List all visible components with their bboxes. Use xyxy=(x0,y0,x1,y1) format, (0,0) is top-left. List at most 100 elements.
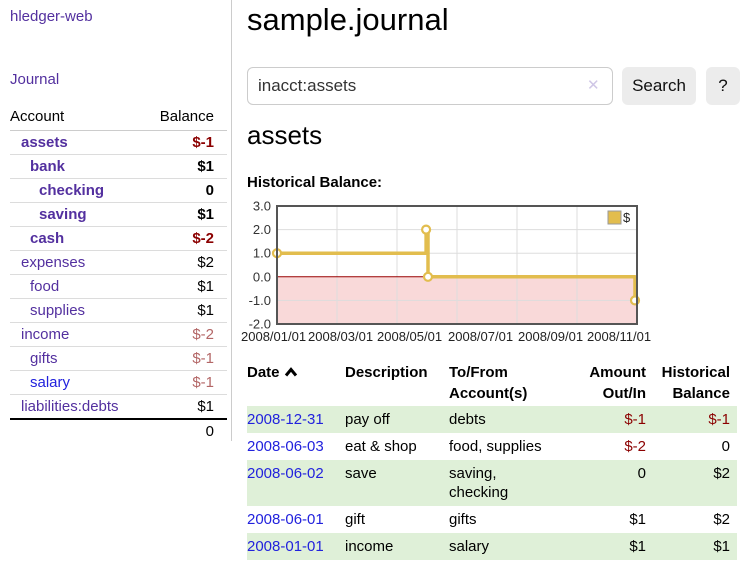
account-heading: assets xyxy=(247,120,323,150)
sidebar-account-balance: $-2 xyxy=(192,230,214,247)
register-table: Date Description To/From Account(s) Amou… xyxy=(247,360,737,560)
x-axis-tick-label: 2008/07/01 xyxy=(448,329,513,344)
register-date-cell: 2008-06-01 xyxy=(247,506,345,533)
accounts-header-row: Account Balance xyxy=(10,104,227,131)
clear-search-icon[interactable]: ✕ xyxy=(587,77,600,94)
register-date-cell: 2008-01-01 xyxy=(247,533,345,560)
sidebar-account-cell: income xyxy=(10,323,144,347)
x-axis-tick-label: 2008/11/01 xyxy=(587,329,651,344)
help-button[interactable]: ? xyxy=(706,67,740,105)
sidebar-account-link[interactable]: supplies xyxy=(30,302,86,319)
search-form: ✕ Search ? xyxy=(247,67,742,105)
sidebar-account-balance: $-1 xyxy=(192,134,214,151)
register-header-amount: Amount Out/In xyxy=(589,364,646,402)
y-axis-tick-label: -2.0 xyxy=(249,317,271,332)
sidebar-account-row: assets $-1 xyxy=(10,131,227,155)
sidebar-account-cell: checking xyxy=(10,179,144,203)
legend-label: $ xyxy=(623,210,631,225)
sidebar-account-link[interactable]: salary xyxy=(30,374,71,391)
register-date-link[interactable]: 2008-01-01 xyxy=(247,538,324,555)
sidebar-account-link[interactable]: income xyxy=(21,326,70,343)
sidebar-account-row: cash $-2 xyxy=(10,226,227,251)
sidebar-account-cell: expenses xyxy=(10,251,144,275)
accounts-table: Account Balance assets $-1 bank $1 checking 0… xyxy=(10,104,227,443)
register-amount: $1 xyxy=(629,511,646,528)
sidebar-account-link[interactable]: gifts xyxy=(30,350,58,367)
sidebar-account-row: checking 0 xyxy=(10,178,227,203)
page-title: sample.journal xyxy=(247,2,449,37)
register-amount: $-1 xyxy=(624,411,646,428)
register-date-link[interactable]: 2008-06-03 xyxy=(247,438,324,455)
x-axis-tick-label: 2008/03/01 xyxy=(308,329,373,344)
register-header-accounts: To/From Account(s) xyxy=(449,364,528,402)
data-point-marker xyxy=(421,224,432,235)
main-content: sample.journal ✕ Search ? assets Histori… xyxy=(241,0,742,582)
sidebar-account-balance: $1 xyxy=(197,158,214,175)
sidebar-account-row: liabilities:debts $1 xyxy=(10,394,227,420)
register-row: 2008-12-31 pay off debts $-1 $-1 xyxy=(247,406,737,433)
register-amount: $1 xyxy=(629,538,646,555)
chart-title: Historical Balance: xyxy=(247,174,383,191)
x-axis-tick-label: 2008/05/01 xyxy=(377,329,442,344)
sidebar-account-row: saving $1 xyxy=(10,202,227,227)
register-accounts: saving, checking xyxy=(449,465,509,501)
brand-link[interactable]: hledger-web xyxy=(10,8,93,25)
sidebar-account-cell: cash xyxy=(10,227,144,251)
sidebar-account-row: supplies $1 xyxy=(10,298,227,323)
sidebar-account-link[interactable]: cash xyxy=(30,230,65,247)
accounts-header-account: Account xyxy=(10,108,65,125)
register-header-description: Description xyxy=(345,364,428,381)
register-accounts: gifts xyxy=(449,511,477,528)
sidebar-account-cell: salary xyxy=(10,371,144,395)
register-date-cell: 2008-06-03 xyxy=(247,433,345,460)
register-row: 2008-06-03 eat & shop food, supplies $-2 0 xyxy=(247,433,737,460)
sidebar-account-row: bank $1 xyxy=(10,154,227,179)
sidebar-account-link[interactable]: food xyxy=(30,278,60,295)
sidebar-account-link[interactable]: saving xyxy=(39,206,87,223)
sidebar-account-row: salary $-1 xyxy=(10,370,227,395)
sidebar-account-cell: liabilities:debts xyxy=(10,395,144,420)
register-description: eat & shop xyxy=(345,438,417,455)
sidebar-account-cell: gifts xyxy=(10,347,144,371)
sidebar-account-link[interactable]: liabilities:debts xyxy=(21,398,119,415)
sidebar-account-balance: $1 xyxy=(197,302,214,319)
sidebar-account-link[interactable]: expenses xyxy=(21,254,86,271)
sidebar-divider xyxy=(231,0,232,441)
data-point-marker xyxy=(422,271,434,282)
sidebar-account-link[interactable]: assets xyxy=(21,134,68,151)
balance-chart: $3.0 2.0 1.0 0.0 -1.0 -2.0 2008/01/01 2008/03/0… xyxy=(241,198,742,350)
sidebar-account-row: gifts $-1 xyxy=(10,346,227,371)
search-button[interactable]: Search xyxy=(622,67,696,105)
sidebar-account-link[interactable]: bank xyxy=(30,158,66,175)
accounts-total-row: 0 xyxy=(10,419,227,443)
register-date-link[interactable]: 2008-06-02 xyxy=(247,465,324,482)
sort-ascending-icon xyxy=(284,367,297,377)
register-row: 2008-01-01 income salary $1 $1 xyxy=(247,533,737,560)
register-amount: $-2 xyxy=(624,438,646,455)
nav-journal-link[interactable]: Journal xyxy=(10,71,60,88)
sidebar-account-cell: food xyxy=(10,275,144,299)
sidebar-account-balance: 0 xyxy=(205,182,214,199)
register-accounts: debts xyxy=(449,411,486,428)
accounts-total-value: 0 xyxy=(205,423,214,440)
register-date-link[interactable]: 2008-12-31 xyxy=(247,411,324,428)
register-balance: $-1 xyxy=(708,411,730,428)
register-header-row: Date Description To/From Account(s) Amou… xyxy=(247,360,737,406)
sidebar-account-balance: $-2 xyxy=(192,326,214,343)
register-row: 2008-06-02 save saving, checking 0 $2 xyxy=(247,460,737,506)
plot-frame xyxy=(276,205,638,325)
register-header-date[interactable]: Date xyxy=(247,360,345,406)
y-axis-tick-label: 1.0 xyxy=(253,246,271,261)
sidebar-account-link[interactable]: checking xyxy=(39,182,105,199)
search-input[interactable] xyxy=(247,67,613,105)
sidebar-account-balance: $1 xyxy=(197,398,214,415)
register-date-link[interactable]: 2008-06-01 xyxy=(247,511,324,528)
register-balance: $2 xyxy=(713,511,730,528)
sidebar-account-balance: $2 xyxy=(197,254,214,271)
register-balance: $2 xyxy=(713,465,730,482)
legend-swatch xyxy=(607,210,622,225)
register-accounts: salary xyxy=(449,538,490,555)
accounts-total-spacer xyxy=(10,419,144,443)
